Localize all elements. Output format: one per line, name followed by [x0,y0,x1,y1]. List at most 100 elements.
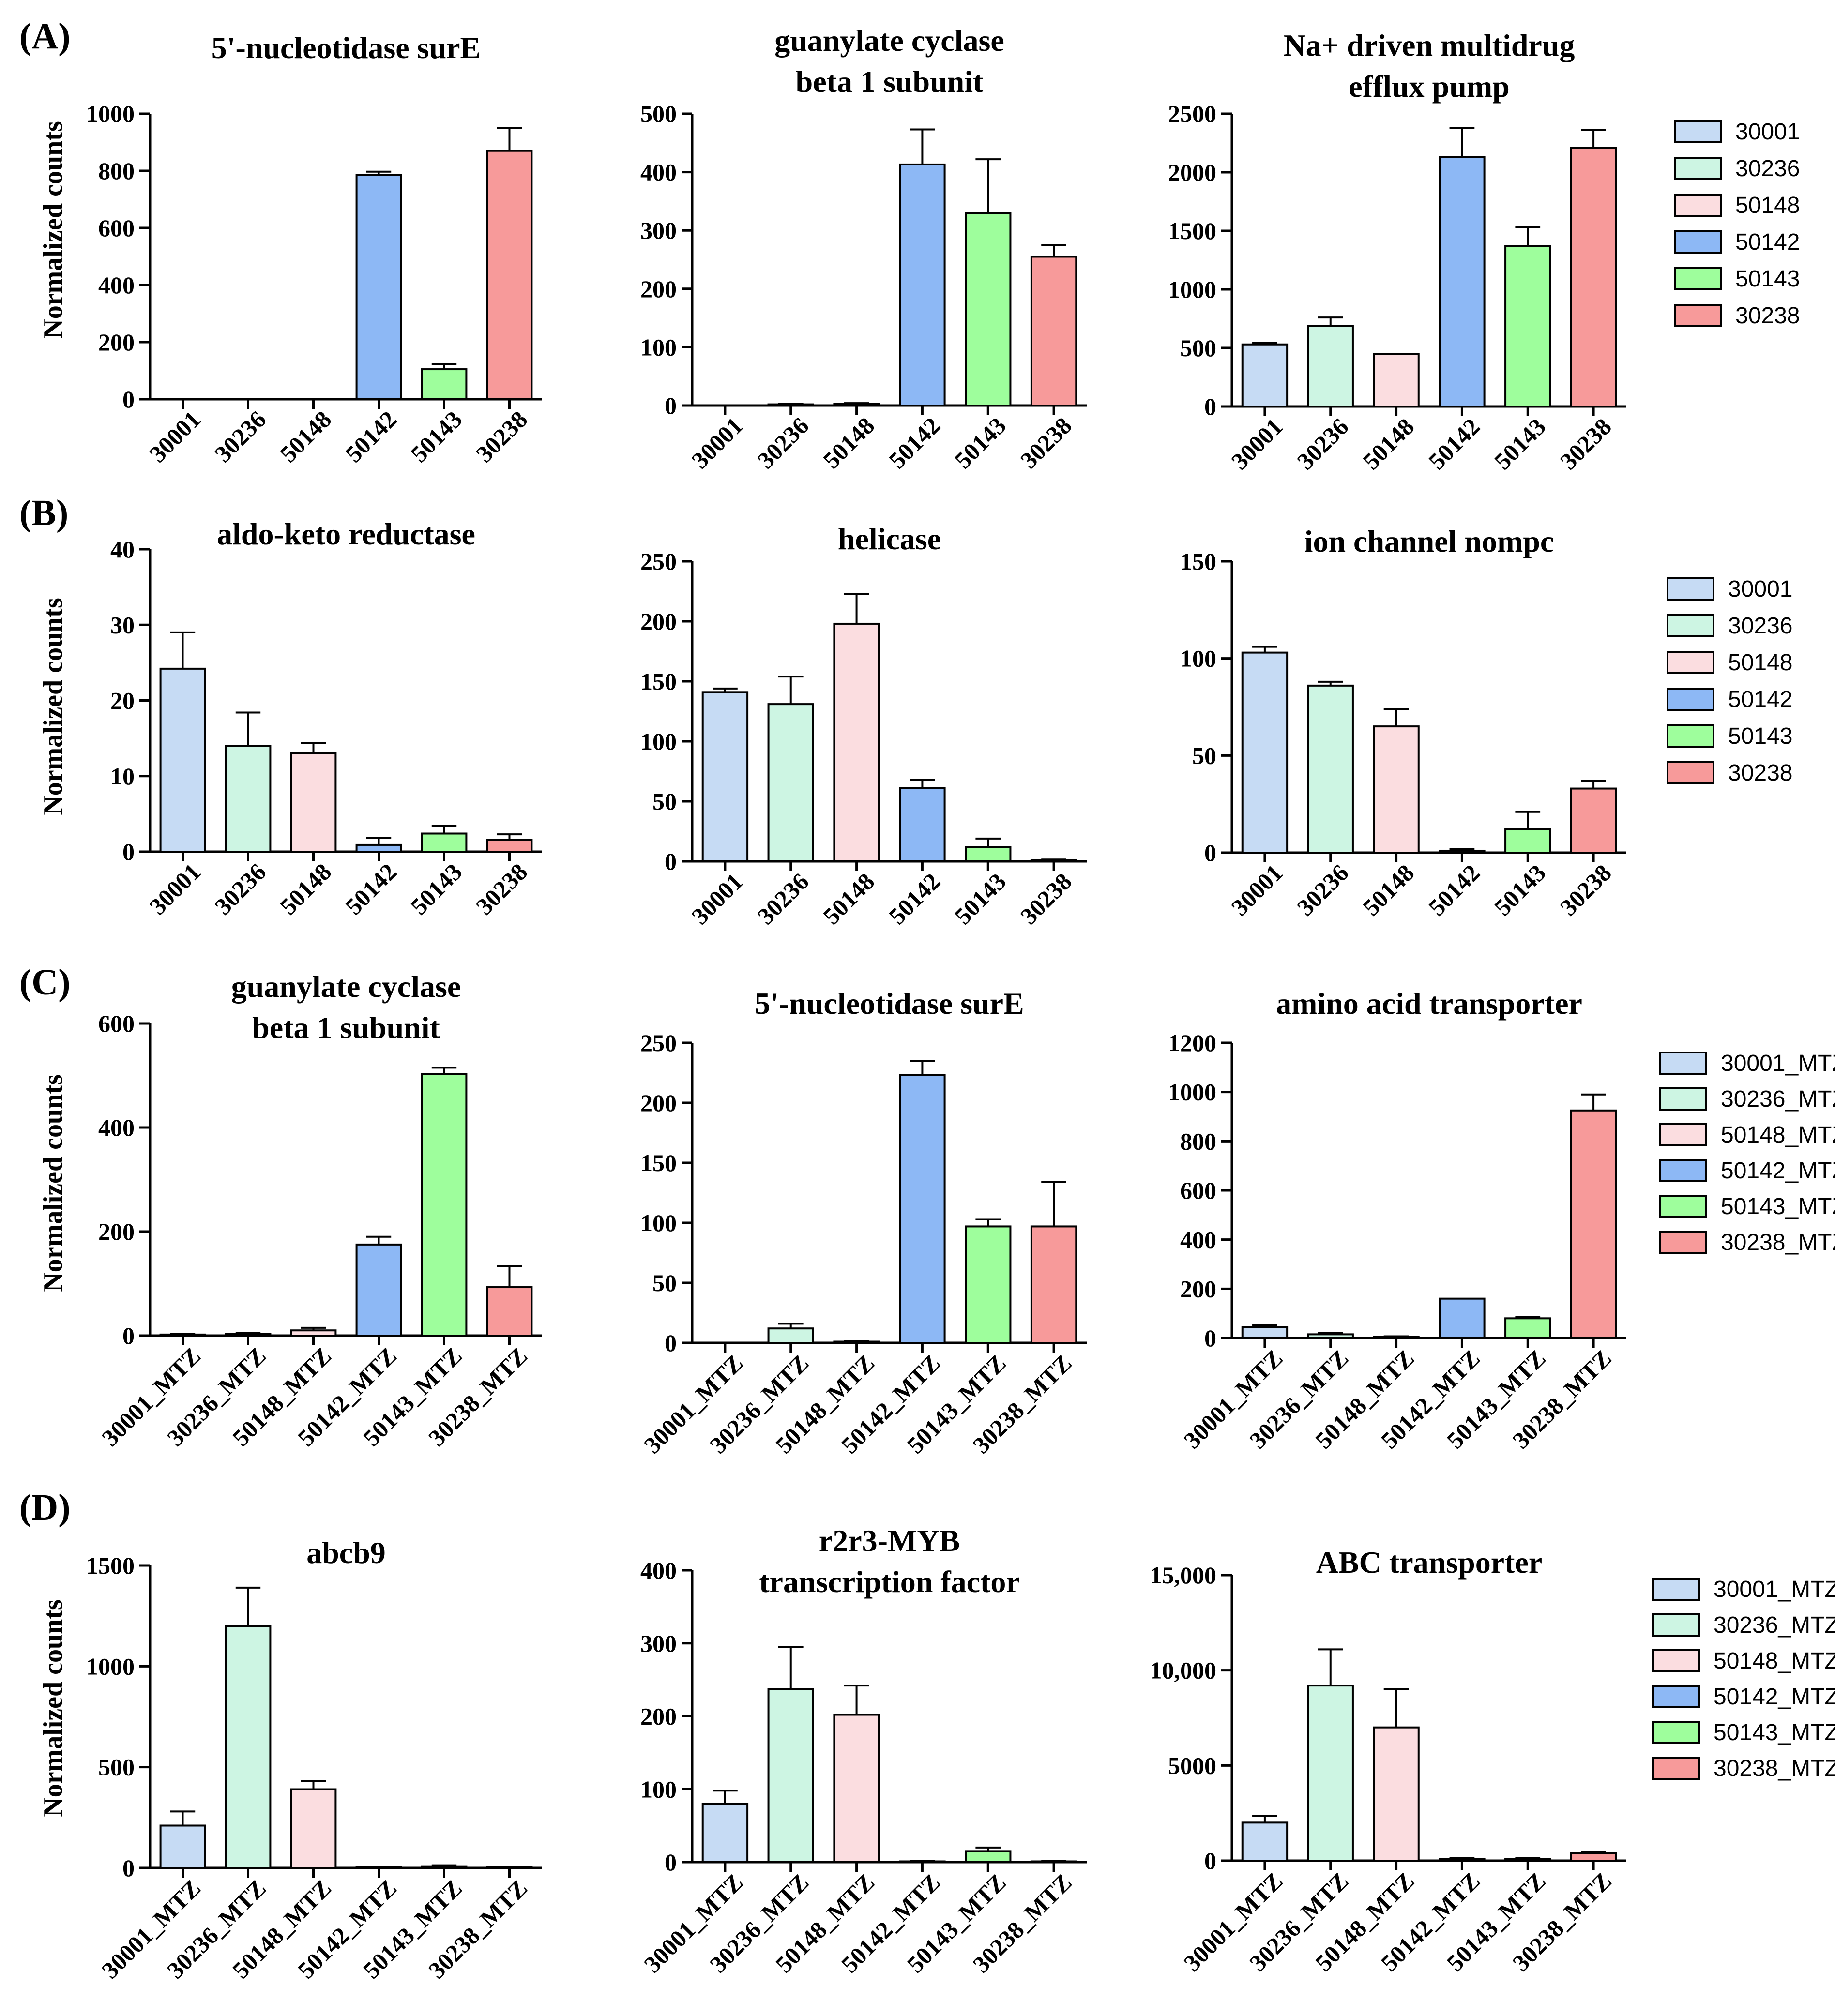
y-tick-label: 0 [665,848,677,875]
y-tick-label: 50 [1192,742,1216,769]
y-tick-label: 100 [640,1775,677,1803]
y-tick-label: 1000 [1168,276,1216,303]
y-tick-label: 200 [98,329,135,356]
legend-swatch [1652,1721,1700,1744]
legend-swatch [1667,577,1714,601]
y-tick-label: 2000 [1168,159,1216,186]
bar-30236 [767,703,814,862]
legend-swatch [1659,1123,1707,1146]
y-tick-label: 200 [640,1703,677,1730]
y-tick-label: 0 [665,392,677,419]
chart-title: r2r3-MYB [819,1523,960,1558]
y-tick-label: 0 [1204,1324,1216,1352]
y-tick-label: 1000 [86,100,135,127]
bar-30236 [767,403,814,407]
chart-title: beta 1 subunit [252,1010,440,1045]
bar-50143 [965,212,1012,406]
bar-50142_MTZ [355,1243,402,1337]
bar-30236 [1307,325,1354,408]
panel-label-b: (B) [19,493,68,533]
y-axis-label-row-a: Normalized counts [38,121,68,339]
legend-swatch [1652,1685,1700,1708]
bar-50143_MTZ [1504,1317,1551,1339]
bar-30236_MTZ [1307,1333,1354,1339]
legend-swatch [1652,1613,1700,1637]
legend-swatch [1674,194,1722,217]
bar-50148_MTZ [833,1714,880,1864]
y-tick-label: 5000 [1168,1752,1216,1779]
y-tick-label: 0 [122,838,135,865]
legend-label: 50143 [1728,723,1792,749]
legend-label: 50143_MTZ [1721,1194,1835,1219]
bar-30236 [225,745,272,853]
bar-30238_MTZ [1030,1860,1077,1863]
y-tick-label: 500 [640,100,677,127]
y-tick-label: 400 [98,271,135,299]
bar-50148 [290,752,337,853]
chart-title: guanylate cyclase [231,969,461,1004]
y-tick-label: 0 [1204,1847,1216,1874]
bar-50142 [899,163,946,406]
panel-label-d: (D) [19,1487,71,1528]
legend-label: 50142_MTZ [1714,1684,1835,1710]
bar-30001 [1241,343,1289,407]
legend-swatch [1659,1052,1707,1075]
y-tick-label: 300 [640,217,677,244]
bar-30238_MTZ [1570,1109,1617,1339]
legend-label: 50148 [1735,193,1800,218]
chart-a-3: Na+ driven multidrug efflux pump 0 500 1000 1… [1168,28,1626,475]
bar-30236_MTZ [225,1625,272,1869]
bar-50142_MTZ [899,1860,946,1863]
legend-label: 30238_MTZ [1714,1756,1835,1781]
y-tick-label: 150 [1180,548,1216,575]
chart-title: helicase [838,522,941,556]
bar-50143_MTZ [421,1865,468,1869]
bar-30238 [486,150,533,400]
legend-label: 50142_MTZ [1721,1158,1835,1184]
legend-b: 30001 30236 50148 50142 50143 30238 [1667,576,1792,786]
legend-label: 30238_MTZ [1721,1230,1835,1255]
y-tick-label: 600 [98,214,135,241]
bar-50142_MTZ [1439,1858,1486,1862]
y-tick-label: 1500 [1168,217,1216,244]
bar-50142_MTZ [355,1866,402,1869]
legend-swatch [1667,651,1714,674]
bar-30238 [1570,787,1617,854]
legend-swatch [1674,304,1722,327]
legend-label: 30236 [1728,613,1792,639]
legend-label: 30001_MTZ [1714,1577,1835,1602]
legend-label: 50148_MTZ [1714,1648,1835,1674]
bar-50148_MTZ [290,1329,337,1337]
y-tick-label: 200 [640,275,677,302]
bar-50143 [421,368,468,400]
legend-swatch [1667,614,1714,637]
legend-swatch [1659,1231,1707,1254]
bar-50143 [1504,828,1551,854]
chart-title: transcription factor [759,1565,1020,1599]
legend-swatch [1674,230,1722,254]
bar-50148 [1373,353,1420,407]
y-tick-label: 0 [665,1329,677,1356]
y-tick-label: 30 [110,611,135,638]
y-tick-label: 20 [110,687,135,714]
bar-30238_MTZ [1570,1852,1617,1862]
y-tick-label: 2500 [1168,100,1216,127]
bar-30238_MTZ [1030,1225,1077,1344]
legend-label: 30236_MTZ [1714,1612,1835,1638]
legend-label: 50143 [1735,266,1800,292]
y-tick-label: 400 [98,1114,135,1141]
bar-30238_MTZ [486,1866,533,1869]
bar-50142 [1439,849,1486,854]
bar-30236_MTZ [767,1688,814,1863]
bar-30001_MTZ [1241,1821,1289,1862]
y-tick-label: 1000 [1168,1079,1216,1106]
bar-50143 [1504,245,1551,407]
legend-label: 30001_MTZ [1721,1051,1835,1076]
legends-layer: 30001 30236 50148 50142 50143 30238 30001 30236… [1652,119,1835,1781]
bar-50142_MTZ [899,1074,946,1344]
y-tick-label: 500 [1180,334,1216,361]
bar-50142 [1439,156,1486,408]
y-axis-label-row-d: Normalized counts [38,1599,68,1817]
y-tick-label: 0 [1204,839,1216,866]
y-tick-label: 800 [98,157,135,184]
